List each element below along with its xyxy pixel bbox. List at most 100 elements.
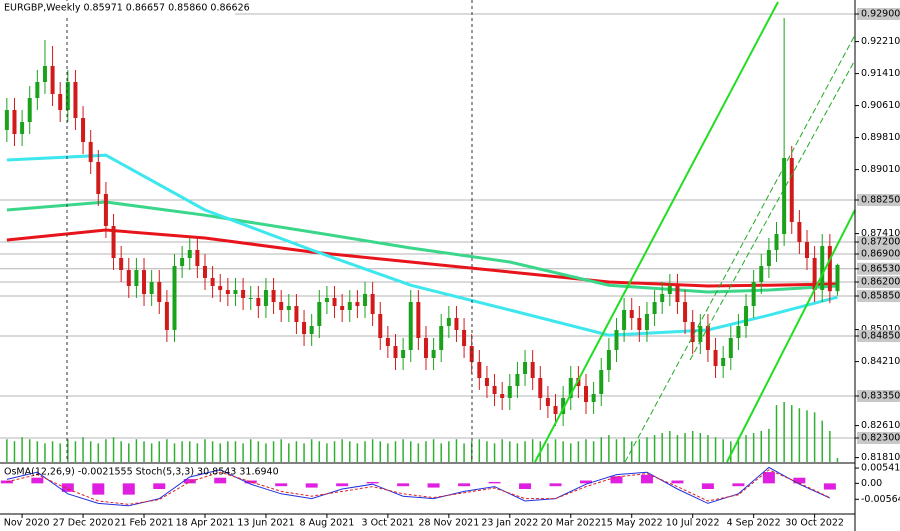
osma-bar (488, 481, 501, 484)
osma-bar (640, 474, 653, 484)
candle-body (553, 406, 558, 414)
osma-bar (0, 480, 13, 484)
candle-body (164, 302, 169, 330)
candle-body (340, 306, 345, 310)
candle-body (827, 246, 832, 292)
candle-body (187, 250, 192, 258)
osma-bar (671, 480, 684, 484)
candle-body (454, 318, 459, 330)
y-tick-label: 0.84210 (861, 356, 900, 367)
osma-bar (823, 483, 836, 490)
moving-average (6, 200, 838, 294)
y-tick-label: 0.00 (861, 478, 882, 489)
y-tick-label: 0.88250 (861, 195, 900, 206)
candle-body (599, 370, 604, 394)
candle-body (142, 270, 147, 294)
y-tick-label: 0.86900 (861, 249, 900, 260)
candle-body (698, 326, 703, 342)
candle-body (644, 314, 649, 330)
candle-body (88, 142, 93, 162)
candle-body (111, 226, 116, 258)
x-tick-label: 3 Oct 2021 (362, 518, 415, 529)
y-tick-label: 0.81810 (861, 452, 900, 463)
candle-body (317, 302, 322, 326)
candle-body (363, 294, 368, 306)
x-tick-label: 15 May 2022 (601, 518, 663, 529)
candle-body (256, 298, 261, 306)
candle-body (65, 82, 70, 110)
candle-body (347, 302, 352, 310)
candle-body (279, 302, 284, 310)
candle-body (728, 338, 733, 358)
osma-bar (793, 477, 806, 484)
candle-body (507, 386, 512, 398)
candle-body (530, 362, 535, 378)
candle-body (416, 302, 421, 338)
y-tick-label: -0.00564 (861, 494, 900, 505)
osma-bar (92, 483, 105, 495)
candle-body (561, 398, 566, 414)
candle-body (119, 258, 124, 270)
candle-body (35, 82, 40, 98)
osma-bar (305, 483, 318, 488)
candle-body (309, 326, 314, 334)
candle-body (759, 266, 764, 282)
candle-body (248, 298, 253, 299)
candle-body (180, 258, 185, 266)
candle-body (705, 326, 710, 350)
osma-bar (183, 479, 196, 484)
x-tick-label: 1 Nov 2020 (0, 518, 50, 529)
candle-body (721, 358, 726, 366)
candle-body (218, 286, 223, 290)
y-tick-label: 0.92210 (861, 36, 900, 47)
level-label-box (857, 330, 900, 342)
level-label-box (857, 290, 900, 302)
osma-bar (458, 483, 471, 487)
candle-body (812, 258, 817, 290)
candle-body (423, 338, 428, 358)
candle-body (81, 118, 86, 142)
level-label-box (857, 390, 900, 402)
y-tick-label: 0.82610 (861, 420, 900, 431)
candle-body (4, 110, 9, 130)
candle-body (157, 282, 162, 302)
candle-body (637, 318, 642, 330)
candle-body (797, 222, 802, 242)
candle-body (286, 306, 291, 310)
candle-body (614, 330, 619, 350)
candle-body (385, 338, 390, 346)
y-tick-label: 0.90610 (861, 100, 900, 111)
x-tick-label: 23 Jan 2022 (481, 518, 538, 529)
candle-body (568, 378, 573, 398)
candle-body (713, 350, 718, 366)
candle-body (172, 266, 177, 330)
candle-body (667, 286, 672, 294)
candle-body (766, 250, 771, 266)
x-tick-label: 10 Jul 2022 (666, 518, 720, 529)
trend-line (726, 209, 856, 463)
candle-body (324, 298, 329, 302)
osma-bar (427, 483, 440, 488)
candle-body (606, 350, 611, 370)
candle-body (50, 66, 55, 94)
y-tick-label: 0.84850 (861, 331, 900, 342)
candle-body (835, 264, 840, 292)
osma-bar (519, 483, 532, 489)
y-tick-label: 0.87410 (861, 228, 900, 239)
trend-channel (534, 1, 856, 463)
x-tick-label: 30 Oct 2022 (785, 518, 844, 529)
candle-body (622, 310, 627, 330)
x-tick-label: 27 Dec 2020 (53, 518, 114, 529)
candle-body (538, 378, 543, 398)
osma-bar (122, 483, 135, 495)
candle-body (492, 386, 497, 394)
chart-title: EURGBP,Weekly 0.85971 0.86657 0.85860 0.… (4, 3, 250, 14)
candle-body (20, 122, 25, 134)
x-tick-label: 8 Aug 2021 (300, 518, 355, 529)
candle-body (584, 386, 589, 402)
candle-body (690, 322, 695, 342)
candle-body (484, 378, 489, 386)
candle-body (233, 290, 238, 294)
candle-body (27, 98, 32, 122)
